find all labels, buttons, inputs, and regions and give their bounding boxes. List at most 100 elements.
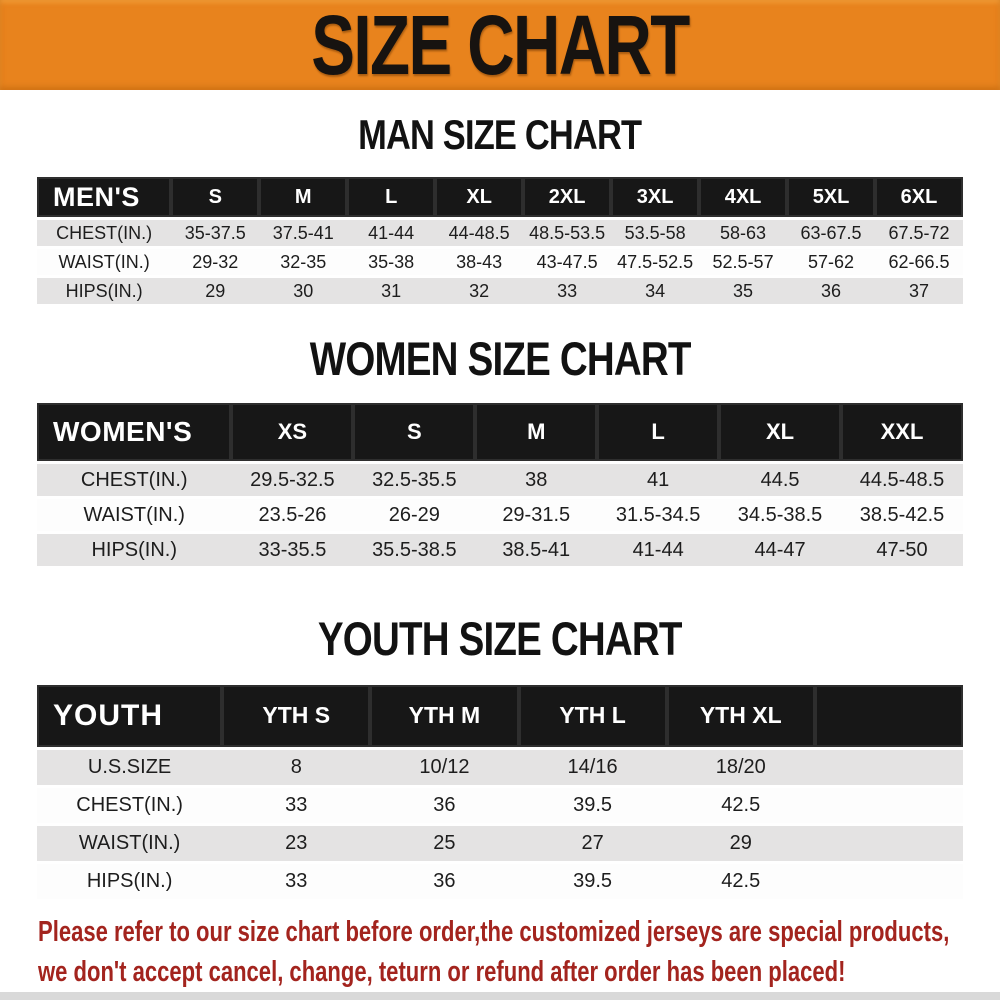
table-header-row: MEN'S S M L XL 2XL 3XL 4XL 5XL 6XL [37,177,963,221]
table-cell: 35 [699,276,788,308]
table-cell: 63-67.5 [787,218,876,250]
table-row: WAIST(IN.) 23 25 27 29 [37,823,963,864]
table-cell: 41-44 [347,218,436,250]
section-heading-women: WOMEN SIZE CHART [0,307,1000,403]
section-heading-text: YOUTH SIZE CHART [318,612,683,666]
size-table-youth: YOUTH YTH S YTH M YTH L YTH XL U.S.SIZE 8 10/12… [37,684,963,902]
table-cell: 44.5-48.5 [841,462,963,500]
table-cell: 29-32 [171,247,260,279]
column-header: 6XL [875,177,963,221]
column-header: XXL [841,403,963,465]
table-cell: 31 [347,276,436,308]
table-row: WAIST(IN.) 23.5-26 26-29 29-31.5 31.5-34.5 34… [37,497,963,535]
table-cell: 38-43 [435,247,524,279]
disclaimer-text: Please refer to our size chart before or… [38,912,949,992]
row-label: U.S.SIZE [37,747,223,788]
table-cell: 62-66.5 [875,247,963,279]
table-cell: 47.5-52.5 [611,247,700,279]
column-header: 5XL [787,177,876,221]
column-header: S [171,177,260,221]
table-cell: 39.5 [518,786,667,826]
table-cell: 58-63 [699,218,788,250]
column-header: M [259,177,348,221]
column-header: XL [719,403,841,465]
table-cell: 47-50 [841,532,963,570]
column-header: YTH S [222,684,371,750]
table-row: CHEST(IN.) 35-37.5 37.5-41 41-44 44-48.5 48.5… [37,218,963,250]
section-heading-youth: YOUTH SIZE CHART [0,569,1000,684]
table-cell: 32 [435,276,524,308]
column-header: XS [231,403,354,465]
table-cell: 35-38 [347,247,436,279]
row-label: CHEST(IN.) [37,786,223,826]
table-cell: 48.5-53.5 [523,218,612,250]
table-cell: 52.5-57 [699,247,788,279]
table-cell: 30 [259,276,348,308]
table-cell: 37 [875,276,963,308]
table-cell-empty [814,823,963,864]
table-cell: 29-31.5 [475,497,598,535]
section-youth: YOUTH SIZE CHART YOUTH YTH S YTH M YTH L YTH … [0,569,1000,902]
size-table-women: WOMEN'S XS S M L XL XXL CHEST(IN.) 29.5-32.5 32.5… [37,403,963,570]
table-cell: 32-35 [259,247,348,279]
table-header-label: MEN'S [37,177,172,221]
column-header: L [597,403,720,465]
row-label: CHEST(IN.) [37,218,172,250]
table-cell: 25 [370,823,519,864]
table-cell: 44.5 [719,462,841,500]
table-cell: 33 [222,862,371,902]
column-header: M [475,403,598,465]
row-label: WAIST(IN.) [37,823,223,864]
row-label: HIPS(IN.) [37,532,232,570]
section-heading-text: MAN SIZE CHART [358,111,642,158]
table-cell: 36 [370,786,519,826]
banner-title: SIZE CHART [311,0,690,92]
table-cell: 38 [475,462,598,500]
table-row: U.S.SIZE 8 10/12 14/16 18/20 [37,747,963,788]
table-cell: 33-35.5 [231,532,354,570]
row-label: HIPS(IN.) [37,862,223,902]
section-men: MAN SIZE CHART MEN'S S M L XL 2XL 3XL 4XL 5XL 6XL C… [0,90,1000,308]
table-cell: 57-62 [787,247,876,279]
row-label: WAIST(IN.) [37,497,232,535]
table-cell: 33 [222,786,371,826]
column-header: YTH L [518,684,667,750]
table-cell: 23 [222,823,371,864]
column-header: XL [435,177,524,221]
table-header-row: YOUTH YTH S YTH M YTH L YTH XL [37,684,963,750]
disclaimer-line-2: we don't accept cancel, change, teturn o… [38,955,846,988]
section-women: WOMEN SIZE CHART WOMEN'S XS S M L XL XXL CHEST(I… [0,307,1000,570]
table-cell: 41-44 [597,532,720,570]
table-cell: 44-48.5 [435,218,524,250]
column-header: 4XL [699,177,788,221]
table-cell-empty [814,786,963,826]
table-cell: 39.5 [518,862,667,902]
table-cell: 36 [787,276,876,308]
table-header-label: YOUTH [37,684,223,750]
column-header: 3XL [611,177,700,221]
table-cell: 38.5-42.5 [841,497,963,535]
row-label: HIPS(IN.) [37,276,172,308]
table-cell: 27 [518,823,667,864]
table-cell-empty [814,862,963,902]
table-cell: 41 [597,462,720,500]
table-row: WAIST(IN.) 29-32 32-35 35-38 38-43 43-47.5 47.… [37,247,963,279]
table-cell: 32.5-35.5 [353,462,476,500]
table-cell: 35.5-38.5 [353,532,476,570]
table-cell: 10/12 [370,747,519,788]
table-cell: 44-47 [719,532,841,570]
table-cell: 26-29 [353,497,476,535]
size-table-men: MEN'S S M L XL 2XL 3XL 4XL 5XL 6XL CHEST(IN.) 35-37… [37,177,963,308]
section-heading-text: WOMEN SIZE CHART [309,332,692,386]
table-cell: 67.5-72 [875,218,963,250]
table-cell: 31.5-34.5 [597,497,720,535]
table-row: HIPS(IN.) 33 36 39.5 42.5 [37,862,963,902]
table-cell: 53.5-58 [611,218,700,250]
column-header: S [353,403,476,465]
size-chart-banner: SIZE CHART [0,0,1000,90]
row-label: CHEST(IN.) [37,462,232,500]
table-cell: 29 [666,823,815,864]
table-cell: 29.5-32.5 [231,462,354,500]
table-cell-empty [814,747,963,788]
table-cell: 23.5-26 [231,497,354,535]
